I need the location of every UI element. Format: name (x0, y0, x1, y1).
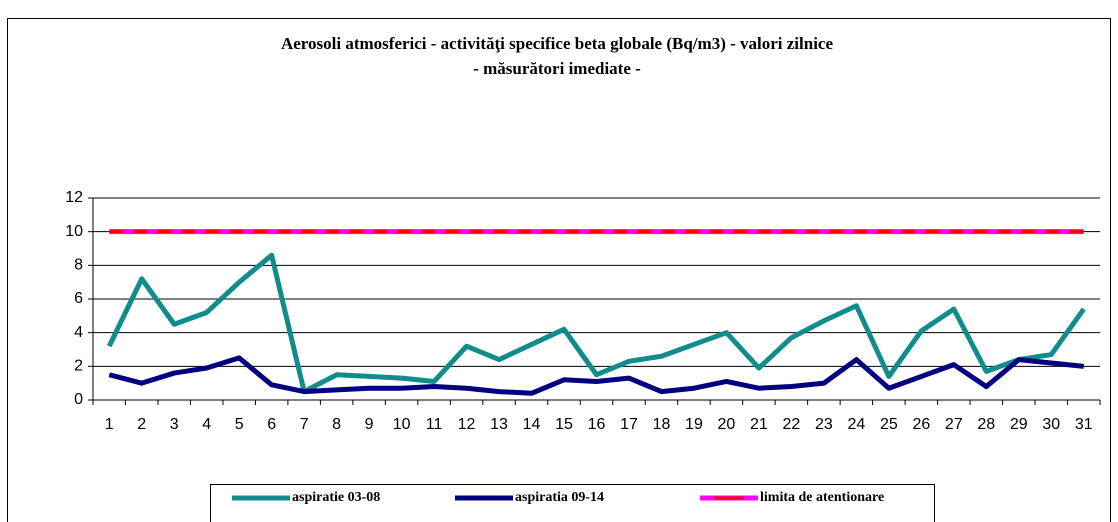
legend-label: aspiratie 03-08 (292, 490, 380, 505)
x-tick-label: 18 (653, 416, 671, 433)
x-tick-label: 21 (750, 416, 768, 433)
x-tick-label: 19 (685, 416, 703, 433)
y-tick-label: 2 (74, 358, 83, 375)
legend-label: aspiratia 09-14 (515, 490, 604, 505)
y-tick-label: 6 (74, 290, 83, 307)
x-tick-label: 28 (977, 416, 995, 433)
x-tick-label: 26 (912, 416, 930, 433)
y-tick-label: 8 (74, 257, 83, 274)
x-tick-label: 16 (588, 416, 606, 433)
x-tick-label: 7 (300, 416, 309, 433)
x-tick-label: 11 (426, 416, 443, 433)
x-tick-label: 31 (1075, 416, 1093, 433)
x-tick-label: 29 (1010, 416, 1028, 433)
x-tick-label: 1 (105, 416, 114, 433)
x-tick-label: 30 (1042, 416, 1060, 433)
x-tick-label: 13 (490, 416, 508, 433)
chart-border (7, 18, 1111, 522)
x-tick-label: 5 (235, 416, 244, 433)
x-tick-label: 9 (365, 416, 374, 433)
x-tick-label: 12 (458, 416, 476, 433)
series-line (108, 355, 1085, 396)
y-tick-label: 10 (65, 223, 83, 240)
y-tick-label: 0 (74, 391, 83, 408)
x-tick-label: 3 (170, 416, 179, 433)
x-tick-label: 10 (393, 416, 411, 433)
x-tick-label: 6 (267, 416, 276, 433)
y-tick-label: 12 (65, 189, 83, 206)
x-tick-label: 15 (555, 416, 573, 433)
x-tick-label: 4 (202, 416, 211, 433)
x-tick-label: 27 (945, 416, 963, 433)
x-tick-label: 8 (332, 416, 341, 433)
x-tick-label: 25 (880, 416, 898, 433)
x-tick-label: 2 (137, 416, 146, 433)
chart-subtitle: - măsurători imediate - (473, 59, 641, 78)
legend-label: limita de atentionare (760, 490, 884, 505)
x-tick-label: 20 (718, 416, 736, 433)
y-tick-label: 4 (74, 324, 83, 341)
x-tick-label: 17 (620, 416, 638, 433)
chart-title: Aerosoli atmosferici - activităţi specif… (281, 34, 833, 53)
x-tick-label: 24 (847, 416, 865, 433)
x-tick-label: 22 (783, 416, 801, 433)
legend-box (210, 484, 935, 522)
x-tick-label: 14 (523, 416, 541, 433)
series-line (106, 252, 1086, 395)
x-tick-label: 23 (815, 416, 833, 433)
